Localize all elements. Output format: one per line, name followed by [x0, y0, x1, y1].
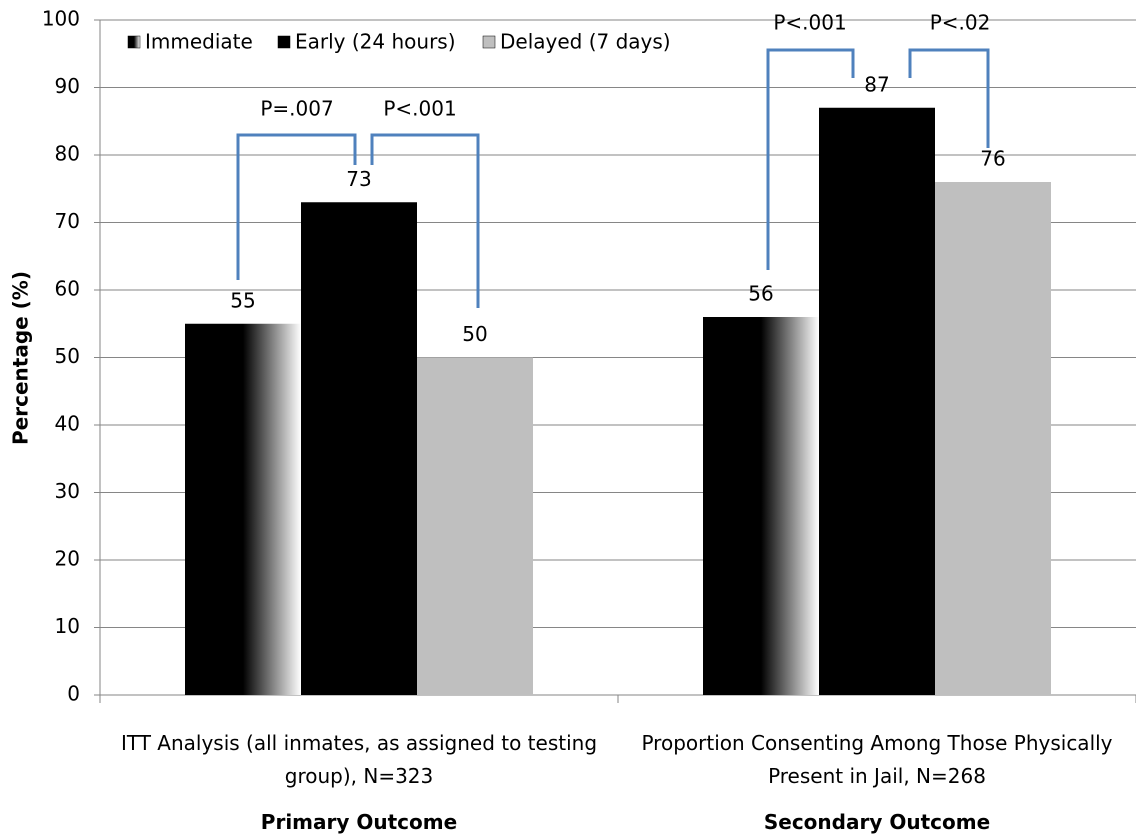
x-tick-label: ITT Analysis (all inmates, as assigned t… — [120, 731, 598, 788]
value-label: 76 — [980, 147, 1005, 171]
value-label: 50 — [462, 322, 487, 346]
y-tick-label: 90 — [55, 74, 80, 98]
group-label: Primary Outcome — [260, 810, 458, 834]
bar — [819, 107, 935, 695]
y-tick-label: 0 — [67, 682, 80, 706]
legend-label: Early (24 hours) — [295, 30, 456, 54]
significance-bracket — [370, 133, 480, 308]
legend-swatch — [277, 35, 291, 49]
y-tick-label: 10 — [55, 614, 80, 638]
legend-label: Delayed (7 days) — [500, 30, 671, 54]
bar — [185, 323, 301, 695]
x-tick-label: Proportion Consenting Among Those Physic… — [641, 731, 1113, 788]
y-tick-label: 60 — [55, 277, 80, 301]
y-tick-label: 20 — [55, 547, 80, 571]
bar — [417, 357, 533, 695]
value-label: 56 — [748, 282, 773, 306]
bar — [703, 317, 819, 695]
annotation: P<.001 — [773, 11, 846, 35]
significance-bracket — [908, 48, 990, 148]
annotation: P<.001 — [383, 97, 456, 121]
y-tick-label: 40 — [55, 412, 80, 436]
y-axis-title: Percentage (%) — [9, 271, 33, 445]
y-tick-label: 50 — [55, 344, 80, 368]
annotation: P<.02 — [930, 11, 991, 35]
group-label: Secondary Outcome — [763, 810, 991, 834]
value-label: 87 — [864, 72, 889, 96]
legend-label: Immediate — [145, 30, 253, 54]
legend-swatch — [127, 35, 141, 49]
y-tick-label: 30 — [55, 479, 80, 503]
bar — [935, 182, 1051, 695]
significance-bracket — [236, 133, 357, 280]
y-tick-label: 80 — [55, 142, 80, 166]
significance-bracket — [766, 48, 855, 270]
y-tick-label: 100 — [42, 7, 80, 31]
annotation: P=.007 — [260, 97, 333, 121]
value-label: 73 — [346, 167, 371, 191]
legend-swatch — [482, 35, 496, 49]
value-label: 55 — [230, 288, 255, 312]
bar — [301, 202, 417, 695]
y-tick-label: 70 — [55, 209, 80, 233]
